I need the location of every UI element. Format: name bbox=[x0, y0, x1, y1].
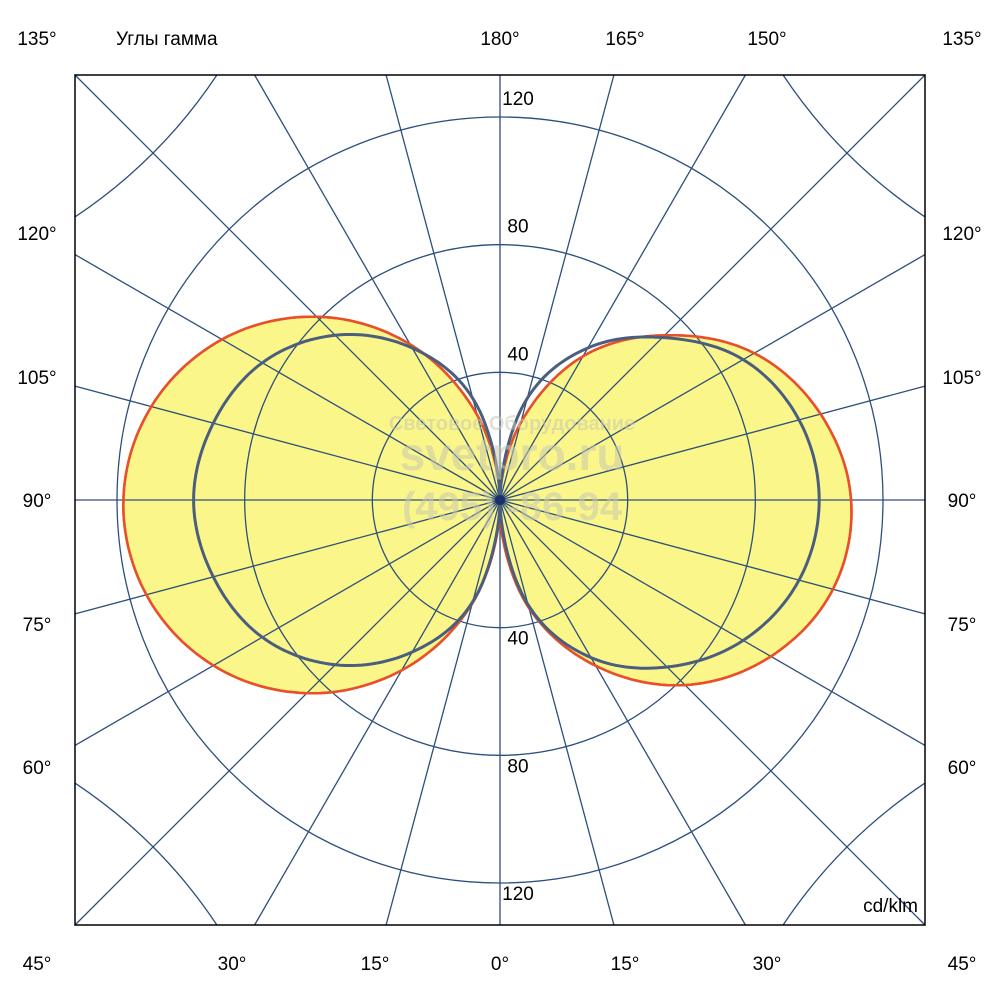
grid-radial-30 bbox=[499, 499, 746, 926]
grid-radial-210 bbox=[254, 74, 501, 501]
grid-radial-45 bbox=[499, 499, 926, 926]
angle-label-90-left: 90° bbox=[23, 491, 52, 512]
radial-label-80-down: 80 bbox=[507, 756, 528, 777]
angle-label-30-right: 30° bbox=[753, 954, 782, 975]
radial-label-40-down: 40 bbox=[507, 629, 528, 650]
angle-label-75-right: 75° bbox=[948, 615, 977, 636]
angle-label-45-left: 45° bbox=[23, 954, 52, 975]
watermark: Световое Оборудование svetpro.ru (495) -… bbox=[389, 413, 635, 529]
radial-label-120-up: 120 bbox=[502, 89, 534, 110]
grid-radial-315 bbox=[74, 499, 501, 926]
grid-radial-240 bbox=[74, 254, 501, 501]
grid-radial-120 bbox=[499, 254, 926, 501]
radial-label-40-up: 40 bbox=[507, 344, 528, 365]
grid-radial-255 bbox=[74, 385, 501, 501]
grid-radial-15 bbox=[499, 499, 615, 926]
center-point bbox=[495, 495, 505, 505]
angle-label-60-right: 60° bbox=[948, 758, 977, 779]
curve-outline-yellow-left bbox=[122, 315, 502, 695]
curve-blue-left bbox=[192, 333, 502, 667]
angle-label-60-left: 60° bbox=[23, 758, 52, 779]
angle-label-30-left: 30° bbox=[218, 954, 247, 975]
angle-label-90-right: 90° bbox=[948, 491, 977, 512]
angle-label-15-right: 15° bbox=[611, 954, 640, 975]
unit-label: cd/klm bbox=[863, 896, 918, 917]
radial-label-80-up: 80 bbox=[507, 217, 528, 238]
angle-label-15-left: 15° bbox=[361, 954, 390, 975]
angle-label-0: 0° bbox=[491, 954, 509, 975]
angle-label-105-left: 105° bbox=[17, 368, 56, 389]
angle-label-75-left: 75° bbox=[23, 615, 52, 636]
angle-label-150: 150° bbox=[747, 29, 786, 50]
grid-radial-165 bbox=[499, 74, 615, 501]
angle-label-120-right: 120° bbox=[942, 224, 981, 245]
grid-radial-75 bbox=[499, 499, 926, 615]
grid-radial-195 bbox=[385, 74, 501, 501]
curve-outline-yellow-right bbox=[498, 333, 853, 687]
angle-label-105-right: 105° bbox=[942, 368, 981, 389]
angle-label-120-left: 120° bbox=[17, 224, 56, 245]
angle-label-45-right: 45° bbox=[948, 954, 977, 975]
grid-radial-225 bbox=[74, 74, 501, 501]
radial-label-120-down: 120 bbox=[502, 884, 534, 905]
plot-frame bbox=[74, 74, 926, 926]
grid-radial-60 bbox=[499, 499, 926, 746]
grid-radial-330 bbox=[254, 499, 501, 926]
angle-label-180: 180° bbox=[480, 29, 519, 50]
grid-radial-150 bbox=[499, 74, 746, 501]
curve-blue-right bbox=[498, 335, 821, 670]
grid-radial-300 bbox=[74, 499, 501, 746]
angle-label-135-left: 135° bbox=[17, 29, 56, 50]
watermark-line1: Световое Оборудование bbox=[389, 413, 635, 435]
chart-title: Углы гамма bbox=[116, 29, 218, 50]
angle-label-165: 165° bbox=[605, 29, 644, 50]
grid-radial-135 bbox=[499, 74, 926, 501]
grid-radial-345 bbox=[385, 499, 501, 926]
watermark-line3: (495) -86-94 bbox=[402, 485, 623, 529]
angle-label-135-right: 135° bbox=[942, 29, 981, 50]
watermark-line2: svetpro.ru bbox=[400, 428, 625, 480]
grid-radial-105 bbox=[499, 385, 926, 501]
